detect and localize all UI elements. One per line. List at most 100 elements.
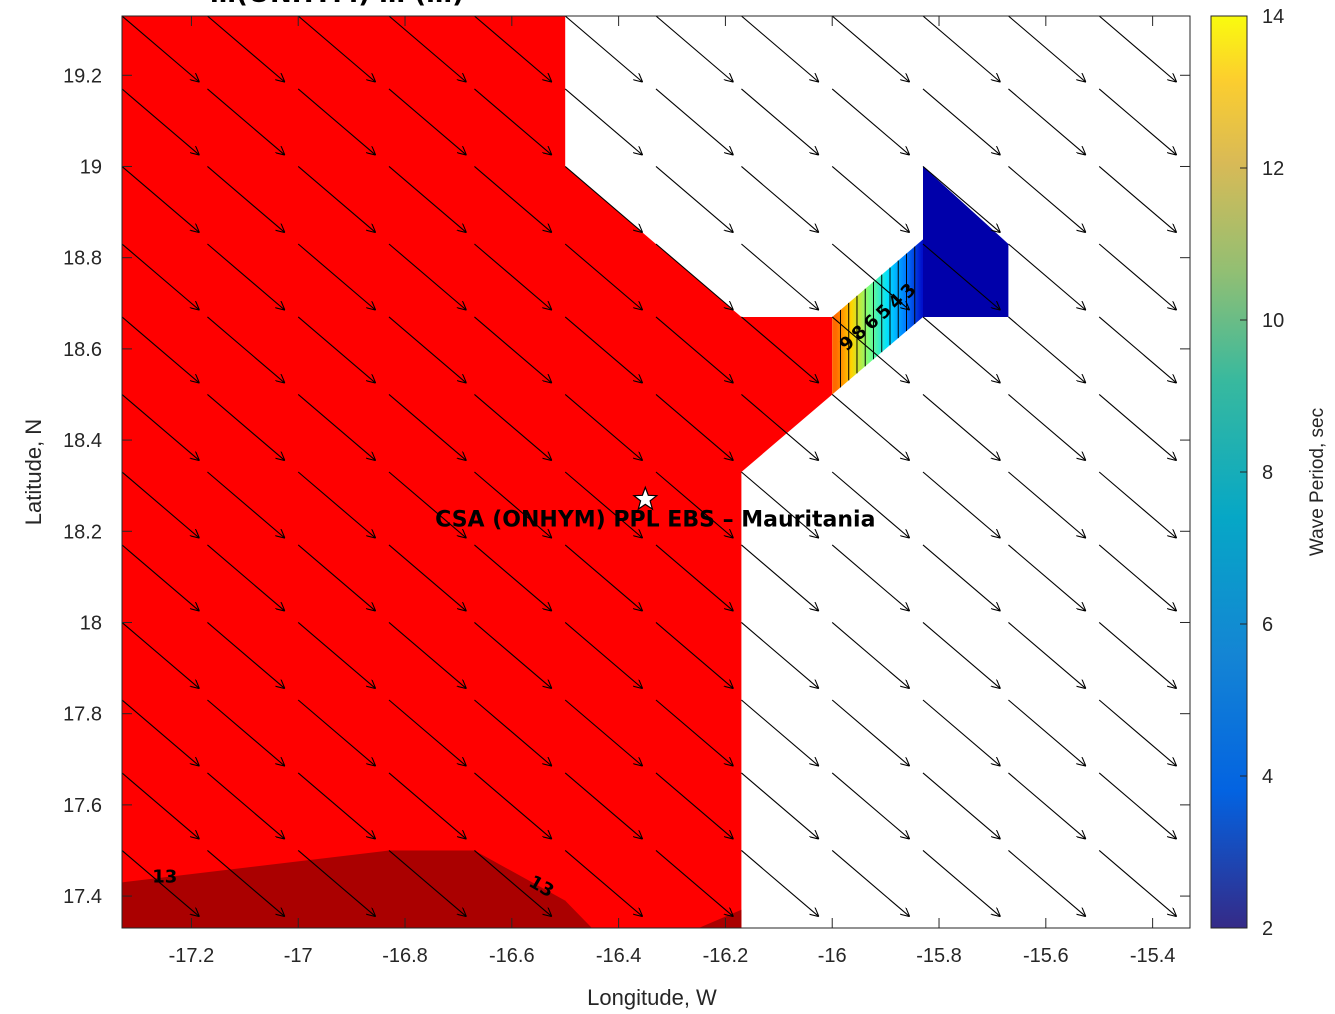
wave-vector [474,544,551,611]
wave-vector [474,394,551,460]
wave-vector [831,471,909,538]
wave-vector [655,243,733,310]
wave-vector [122,16,199,82]
wave-vector [388,850,466,916]
wave-vector [564,471,642,538]
wave-vector [122,316,199,383]
wave-vector [564,699,642,766]
wave-vector [122,394,199,460]
colorbar-ticks: 2 4 6 8 10 12 14 [1240,6,1284,940]
wave-vector [474,316,551,383]
wave-vector [122,850,199,916]
y-tick-label: 17.4 [63,886,102,908]
wave-vector [474,16,551,82]
colorbar-tick-label: 4 [1262,766,1273,788]
wave-vector [474,88,551,155]
wave-vector [207,850,284,916]
wave-vector [207,243,284,310]
wave-vector [831,316,909,383]
wave-vector [655,544,733,611]
wave-vector [1098,316,1176,383]
wave-vector [1008,471,1085,538]
y-tick-label: 18.4 [63,430,102,452]
wave-vector [1008,243,1085,310]
wave-vector [122,772,199,839]
wave-vector [1098,772,1176,839]
wave-vector [122,166,199,232]
wave-vector [831,622,909,688]
wave-vector [207,927,209,928]
wave-vector [831,243,909,310]
wave-vector [122,544,199,611]
wave-vector [1008,316,1085,383]
wave-vector [564,622,642,688]
wave-vector [474,243,551,310]
x-tick-label: -16 [818,945,847,967]
site-star-icon [632,485,659,511]
wave-vector [207,772,284,839]
colorbar-tick-label: 10 [1262,310,1284,332]
colorbar-tick-label: 2 [1262,918,1273,940]
y-tick-label: 18.2 [63,521,102,543]
wave-vector [922,544,1000,611]
wave-vector [741,699,818,766]
wave-vector [474,850,551,916]
colorbar-tick-label: 6 [1262,614,1273,636]
wave-vector [564,850,642,916]
x-tick-label: -15.4 [1130,945,1176,967]
wave-vector [741,88,818,155]
wave-vector [1098,622,1176,688]
axes-box [121,15,1191,929]
wave-vector [655,622,733,688]
wave-vector [1008,544,1085,611]
wave-vector [741,316,818,383]
wave-vector [655,316,733,383]
wave-vector [741,471,818,538]
y-tick-label: 18.6 [63,339,102,361]
wave-vector [1008,166,1085,232]
wave-vector [831,166,909,232]
wave-vector [297,471,375,538]
wave-vector [564,544,642,611]
wave-vector [831,772,909,839]
wave-vector [741,16,818,82]
wave-vector [564,394,642,460]
wave-vector [831,88,909,155]
site-label: CSA (ONHYM) PPL EBS – Mauritania [435,507,875,532]
wave-vector [741,166,818,232]
wave-vector [388,243,466,310]
y-tick-label: 18.8 [63,248,102,270]
wave-vector [297,772,375,839]
wave-vector [564,316,642,383]
wave-vector [388,166,466,232]
site-marker-group: CSA (ONHYM) PPL EBS – Mauritania [435,485,875,532]
wave-vector [922,166,1000,232]
x-tick-label: -16.2 [703,945,749,967]
wave-vector [1008,88,1085,155]
wave-vector [741,927,743,928]
wave-vector [831,544,909,611]
wave-vector [207,316,284,383]
wave-vector [297,16,375,82]
wave-vector [388,772,466,839]
colorbar-tick-label: 8 [1262,462,1273,484]
wave-vector [831,16,909,82]
wave-vector [388,699,466,766]
wave-vector [297,166,375,232]
wave-vector [564,772,642,839]
wave-vector [564,166,642,232]
y-tick-label: 17.8 [63,704,102,726]
wave-vector [297,850,375,916]
wave-vector [1098,544,1176,611]
wave-vector [207,16,284,82]
wave-vector [1008,772,1085,839]
wave-vector [1098,16,1176,82]
wave-vector [207,471,284,538]
wave-vector [1098,850,1176,916]
wave-vector [741,544,818,611]
wave-vector [922,471,1000,538]
x-ticks: -17.2 -17 -16.8 -16.6 -16.4 -16.2 -16 -15.8 -15.… [169,16,1176,967]
wave-vector [474,772,551,839]
wave-vector [297,316,375,383]
